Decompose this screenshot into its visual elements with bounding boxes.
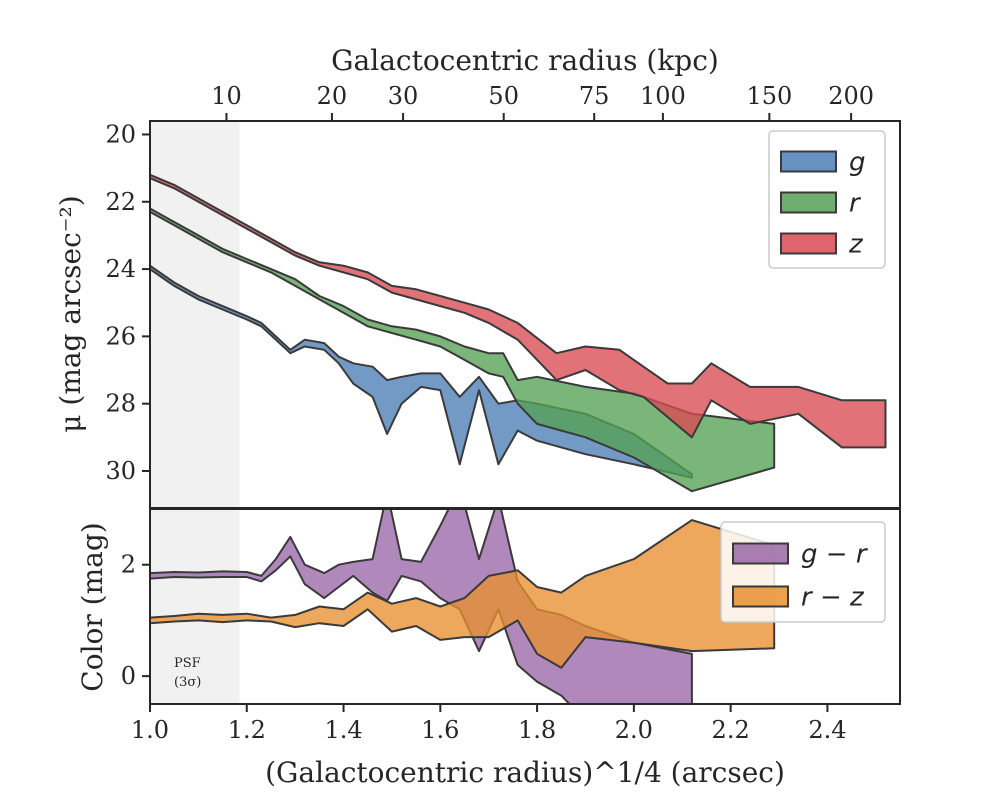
psf-sublabel: (3σ) [174, 675, 201, 690]
top-y-tick-label: 30 [105, 457, 136, 485]
area-rz-1 [150, 519, 776, 669]
area-z-2 [150, 173, 887, 449]
top-y-tick-label: 24 [105, 255, 136, 283]
top-y-tick-label: 22 [105, 188, 136, 216]
legend-label: g [849, 148, 866, 178]
bottom-area-series [150, 509, 776, 704]
legend-swatch [780, 191, 837, 214]
legend-label: r − z [801, 583, 865, 613]
bottom-x-ticks: 1.0 1.2 1.4 1.6 1.8 2.0 2.2 2.4 [131, 704, 847, 744]
top-y-axis-title: μ (mag arcsec⁻²) [54, 195, 87, 432]
top-x-tick-label: 50 [488, 82, 519, 110]
bottom-x-tick-label: 2.4 [808, 716, 846, 744]
bottom-legend: g − r r − z [720, 521, 886, 623]
legend-swatch [780, 150, 837, 173]
bottom-x-tick-label: 1.4 [324, 716, 362, 744]
legend-swatch [732, 542, 789, 565]
top-y-tick-label: 26 [105, 322, 136, 350]
top-x-tick-label: 20 [317, 82, 348, 110]
bottom-x-tick-label: 1.2 [228, 716, 266, 744]
legend-label: z [848, 230, 864, 260]
surface-brightness-panel: 20 22 24 26 28 30 10 20 30 50 75 100 150 200 Galacto… [54, 44, 901, 509]
top-x-tick-label: 200 [828, 82, 874, 110]
bottom-y-ticks: 02 [121, 551, 150, 690]
bottom-x-tick-label: 1.0 [131, 716, 169, 744]
color-panel: 02 1.0 1.2 1.4 1.6 1.8 2.0 2.2 2.4 PSF (3σ) (Ga… [76, 508, 901, 789]
x-axis-title: (Galactocentric radius)^1/4 (arcsec) [265, 756, 785, 789]
legend-swatch [780, 232, 837, 255]
top-x-axis-title: Galactocentric radius (kpc) [331, 44, 719, 77]
top-y-tick-label: 28 [105, 390, 136, 418]
bottom-x-tick-label: 2.2 [712, 716, 750, 744]
top-legend: grz [768, 130, 886, 269]
bottom-x-tick-label: 2.0 [615, 716, 653, 744]
top-area-series [150, 173, 887, 493]
top-kpc-ticks: 10 20 30 50 75 100 150 200 [211, 82, 874, 121]
top-y-ticks: 20 22 24 26 28 30 [105, 120, 150, 485]
top-x-tick-label: 100 [640, 82, 686, 110]
top-x-tick-label: 150 [746, 82, 792, 110]
psf-region-top [150, 121, 240, 508]
psf-label: PSF [174, 656, 201, 671]
top-x-tick-label: 10 [211, 82, 242, 110]
bottom-y-tick-label: 0 [121, 662, 136, 690]
top-x-tick-label: 75 [579, 82, 610, 110]
psf-region-bottom [150, 509, 240, 704]
bottom-x-tick-label: 1.8 [518, 716, 556, 744]
bottom-plot-frame [149, 508, 901, 705]
legend-swatch [732, 585, 789, 608]
top-y-tick-label: 20 [105, 120, 136, 148]
bottom-y-tick-label: 2 [121, 551, 136, 579]
bottom-x-tick-label: 1.6 [421, 716, 459, 744]
top-x-tick-label: 30 [388, 82, 419, 110]
legend-label: r [849, 189, 862, 219]
area-r-1 [150, 207, 776, 493]
bottom-y-axis-title: Color (mag) [76, 522, 109, 691]
legend-label: g − r [801, 540, 869, 570]
